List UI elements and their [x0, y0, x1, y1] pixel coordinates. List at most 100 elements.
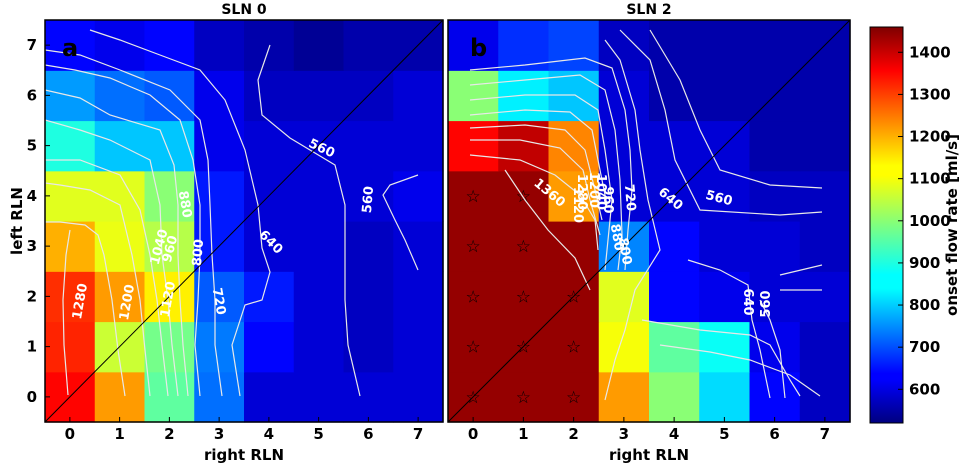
- contour-800: [45, 64, 201, 397]
- heatmap-cell: [498, 371, 550, 423]
- heatmap-cell: [293, 271, 345, 323]
- contour-880: [469, 74, 623, 271]
- heatmap-cell: [749, 321, 801, 373]
- contour-label: 880: [607, 223, 626, 252]
- heatmap-cell: [45, 221, 96, 272]
- contour-label: 800: [190, 239, 207, 267]
- heatmap-cell: [45, 271, 96, 323]
- colorbar-tick-label: 900: [909, 254, 940, 272]
- heatmap-cell: [94, 371, 146, 423]
- contour-labels-a: 1280 1200 1120 1040 960 880 800 720 640 …: [70, 136, 377, 321]
- heatmap-cell: [649, 20, 700, 71]
- heatmap-cell: [293, 371, 345, 423]
- x-axis-label-a: right RLN: [204, 446, 284, 464]
- heatmap-cell: [94, 221, 146, 272]
- heatmap-cell: [293, 70, 345, 122]
- heatmap-cell: [194, 271, 245, 323]
- contour-560-b: [382, 174, 419, 271]
- heatmap-cell: [244, 20, 295, 71]
- contour-low-2: [659, 344, 821, 397]
- heatmap-cell: [448, 321, 499, 373]
- contour-label: 640: [740, 288, 755, 315]
- contour-800: [469, 57, 633, 271]
- colorbar: 600 700 800 900 1000 1100 1200 1300 1400 onset f…: [869, 26, 961, 424]
- heatmap-cell: [749, 271, 801, 323]
- contour-880: [45, 89, 189, 397]
- colorbar-tick-label: 700: [909, 338, 940, 356]
- heatmap-cell: [799, 271, 851, 323]
- heatmap-cell: [749, 221, 801, 272]
- heatmap-cell: [343, 120, 394, 172]
- heatmap-cell: [393, 321, 444, 373]
- heatmap-cell: [699, 321, 751, 373]
- heatmap-cell: [498, 120, 550, 172]
- heatmap-cell: [94, 70, 146, 122]
- colorbar-gradient: [869, 26, 904, 424]
- contour-label: 880: [175, 190, 194, 219]
- heatmap-cell: [548, 120, 600, 172]
- contour-1200: [45, 221, 126, 397]
- y-axis-label: left RLN: [8, 187, 26, 255]
- x-ticks-b: 0 1 2 3 4 5 6 7: [468, 417, 830, 443]
- plot-frame-a: [44, 19, 444, 423]
- heatmap-cell: [393, 371, 444, 423]
- star-marker: ☆: [516, 287, 531, 307]
- heatmap-cell: [393, 271, 444, 323]
- contour-560-a: [257, 44, 361, 397]
- contour-label: 720: [209, 287, 228, 316]
- heatmap-cell: [598, 20, 650, 71]
- heatmap-cell: [649, 221, 700, 272]
- diagonal-b: [447, 19, 851, 423]
- heatmap-cell: [144, 120, 195, 172]
- heatmap-cell: [749, 371, 801, 423]
- heatmap-cell: [293, 321, 345, 373]
- contour-1040: [469, 109, 608, 206]
- x-tick-label: 1: [518, 425, 528, 443]
- heatmap-panel-a: 1280 1200 1120 1040 960 880 800 720 640 …: [8, 2, 444, 464]
- x-tick-label: 0: [468, 425, 478, 443]
- heatmap-cell: [548, 321, 600, 373]
- chart-title-a: SLN 0: [221, 2, 267, 18]
- panel-label-a: a: [62, 34, 78, 62]
- contour-label: 1200: [586, 172, 601, 208]
- heatmap-cell: [45, 170, 96, 222]
- x-tick-label: 2: [164, 425, 174, 443]
- heatmap-cell: [799, 120, 851, 172]
- contour-label: 560: [360, 186, 377, 214]
- contour-lines-b: [469, 29, 823, 401]
- heatmap-cell: [448, 271, 499, 323]
- heatmap-cell: [343, 371, 394, 423]
- heatmap-cell: [649, 271, 700, 323]
- colorbar-tick-label: 1200: [909, 128, 951, 146]
- heatmap-cell: [94, 120, 146, 172]
- heatmap-cell: [799, 221, 851, 272]
- heatmap-cell: [699, 20, 751, 71]
- heatmap-cell: [244, 271, 295, 323]
- contour-label: 560: [704, 188, 734, 210]
- colorbar-ticks: 600 700 800 900 1000 1100 1200 1300 1400: [898, 43, 951, 398]
- y-tick-label: 4: [27, 187, 37, 205]
- contour-1040: [45, 159, 169, 397]
- colorbar-tick-label: 1400: [909, 43, 951, 61]
- colorbar-label: onset flow rate [ml/s]: [943, 134, 961, 316]
- heatmap-cell: [393, 170, 444, 222]
- heatmap-cell: [393, 70, 444, 122]
- heatmap-cell: [598, 371, 650, 423]
- x-tick-label: 5: [313, 425, 323, 443]
- colorbar-tick-label: 800: [909, 296, 940, 314]
- heatmap-cell: [649, 120, 700, 172]
- x-tick-label: 7: [820, 425, 830, 443]
- heatmap-cell: [749, 120, 801, 172]
- heatmap-cell: [194, 70, 245, 122]
- y-tick-label: 5: [27, 137, 37, 155]
- x-tick-label: 3: [214, 425, 224, 443]
- contour-560-d: [779, 264, 823, 276]
- y-tick-label: 0: [27, 388, 37, 406]
- y-tick-label: 1: [27, 338, 37, 356]
- heatmap-cell: [498, 170, 550, 222]
- heatmap-cell: [548, 221, 600, 272]
- heatmap-cell: [448, 170, 499, 222]
- heatmap-cell: [498, 20, 550, 71]
- star-marker: ☆: [466, 237, 481, 257]
- heatmap-cell: [799, 371, 851, 423]
